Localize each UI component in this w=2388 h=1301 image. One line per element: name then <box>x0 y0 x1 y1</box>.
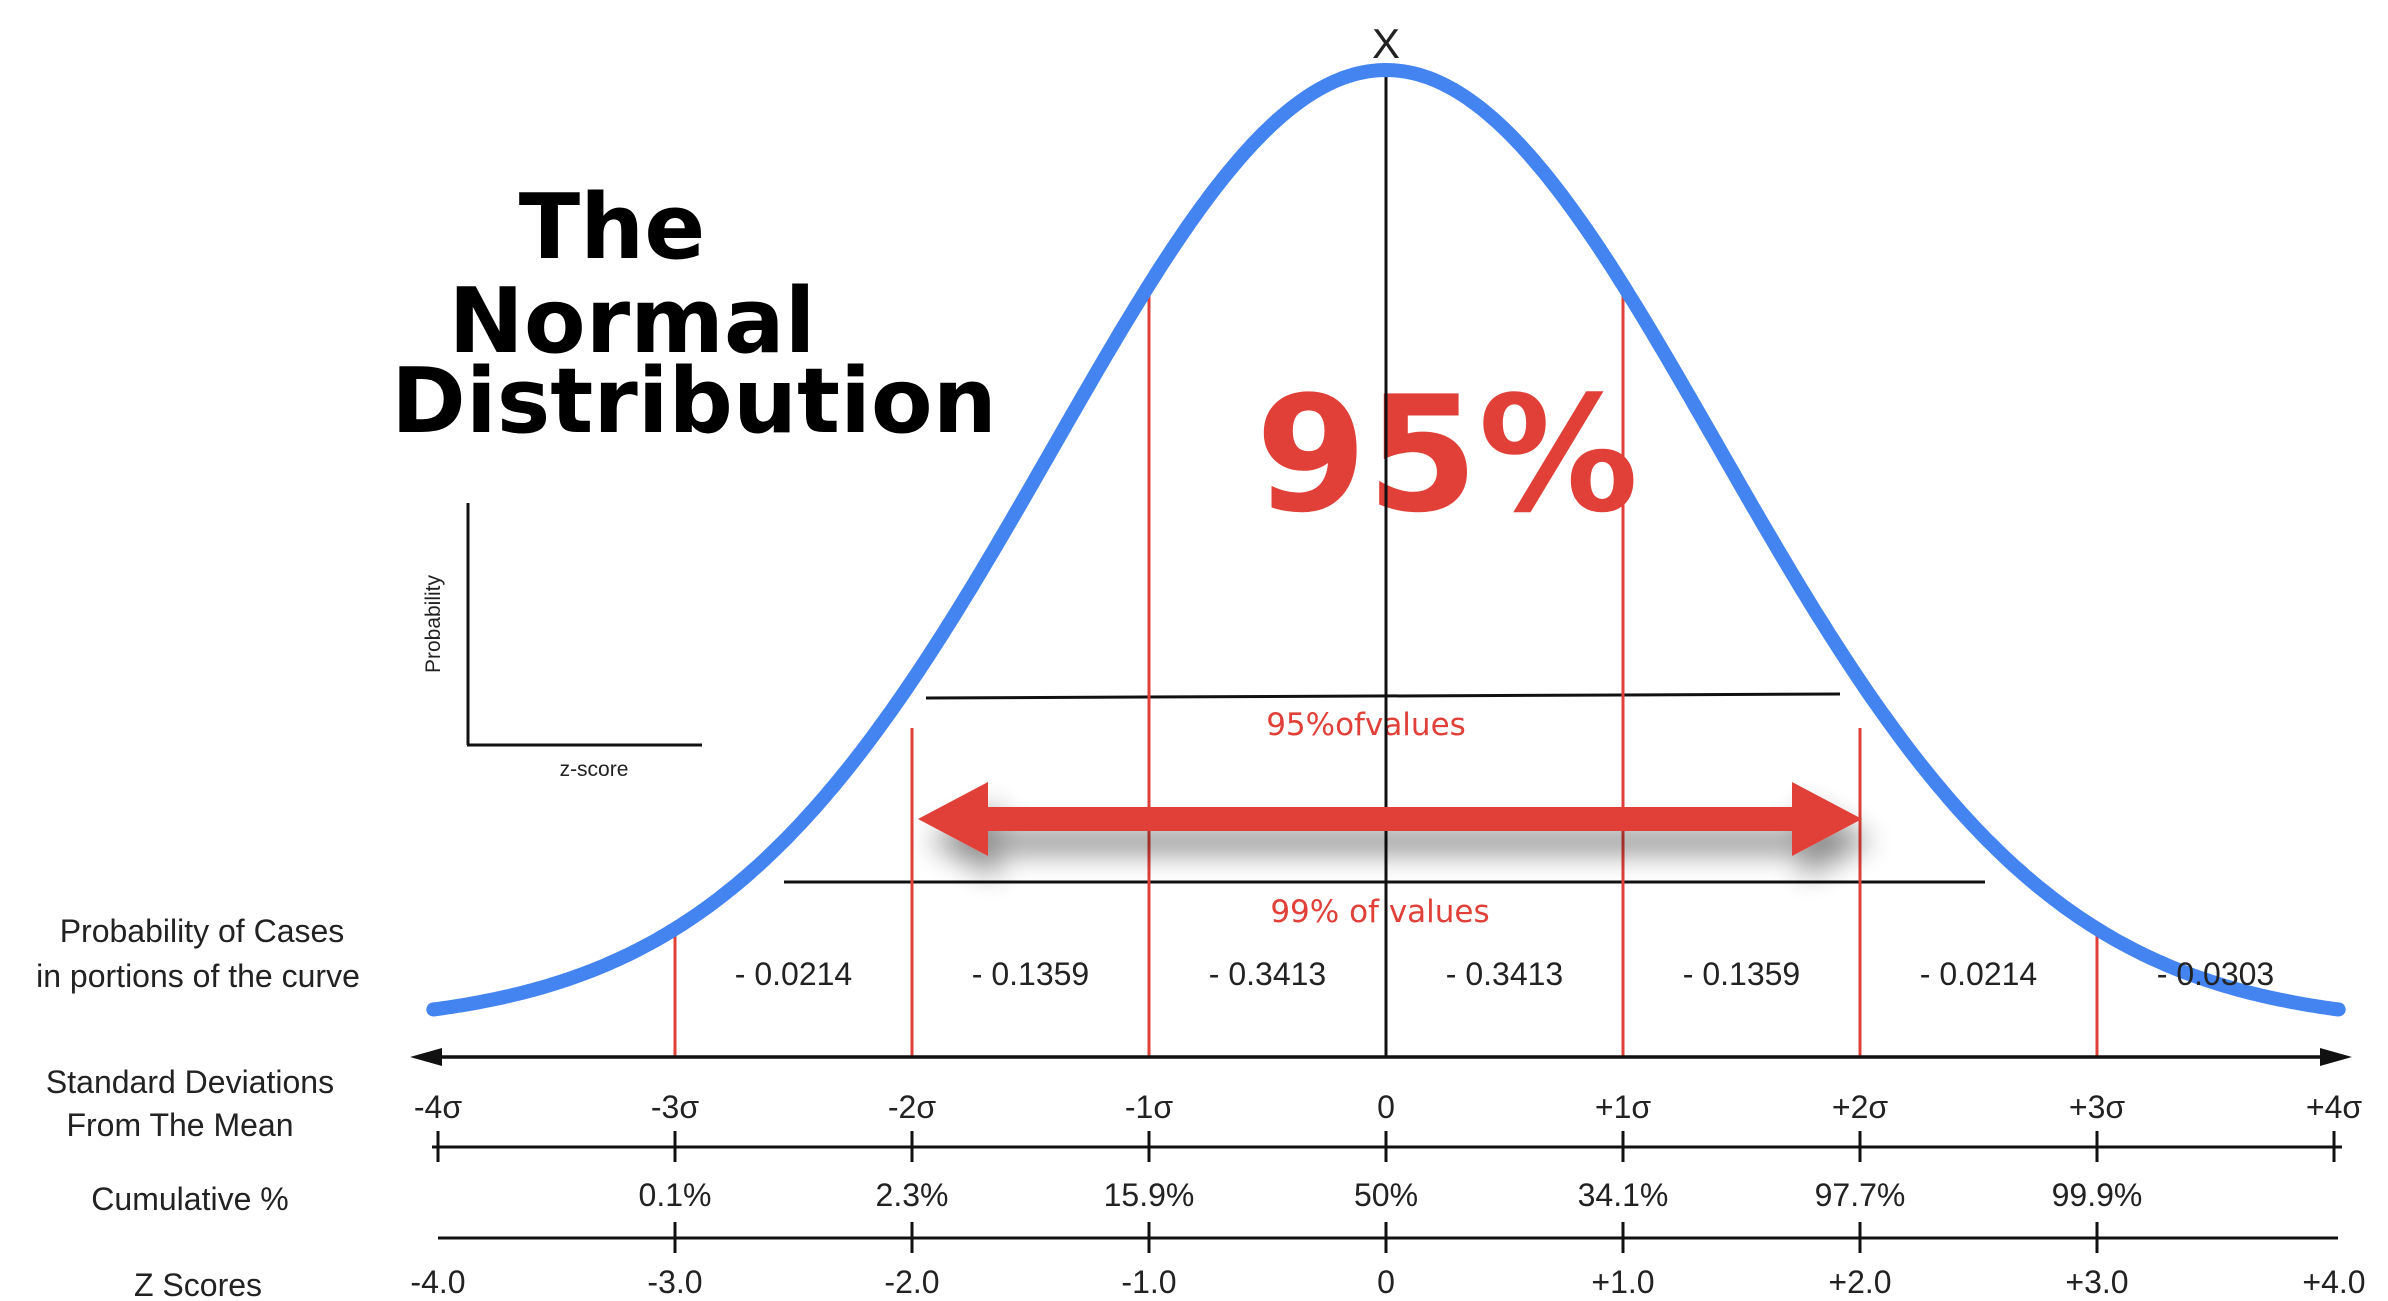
z-score-label: -4.0 <box>410 1264 465 1300</box>
portion-label: - 0.0214 <box>735 956 852 992</box>
z-score-label: +3.0 <box>2065 1264 2128 1300</box>
double-arrow-95 <box>918 782 1862 856</box>
z-score-label: -1.0 <box>1121 1264 1176 1300</box>
sigma-label: -3σ <box>651 1089 699 1125</box>
row-label-sd-2: From The Mean <box>66 1107 293 1143</box>
arrow-head-right <box>1792 782 1862 856</box>
main-axis <box>410 1048 2352 1066</box>
cumulative-label: 97.7% <box>1815 1177 1906 1213</box>
portion-label: - 0.1359 <box>972 956 1089 992</box>
sigma-label: -4σ <box>414 1089 462 1125</box>
title-line-2: Normal <box>449 269 816 374</box>
z-score-label: +2.0 <box>1828 1264 1891 1300</box>
title-line-1: The <box>519 175 706 280</box>
row-label-sd-1: Standard Deviations <box>46 1064 334 1100</box>
row-label-probability-1: Probability of Cases <box>60 913 345 949</box>
axis-arrow-right <box>2320 1048 2352 1066</box>
row-label-probability-2: in portions of the curve <box>36 958 360 994</box>
title-line-3: Distribution <box>391 349 997 454</box>
cumulative-label: 15.9% <box>1104 1177 1195 1213</box>
mean-label: X <box>1372 20 1400 67</box>
z-score-label: +1.0 <box>1591 1264 1654 1300</box>
cumulative-label: 0.1% <box>639 1177 712 1213</box>
inset-xlabel: z-score <box>560 758 629 781</box>
cumulative-label: 2.3% <box>876 1177 949 1213</box>
z-score-label: -3.0 <box>647 1264 702 1300</box>
sigma-label: +1σ <box>1595 1089 1651 1125</box>
inset-ylabel: Probability <box>422 574 445 673</box>
z-score-label: +4.0 <box>2302 1264 2365 1300</box>
big-percent: 95% <box>1256 361 1639 548</box>
cumulative-label: 50% <box>1354 1177 1418 1213</box>
axis-arrow-left <box>410 1048 442 1066</box>
portion-label: - 0.3413 <box>1209 956 1326 992</box>
portion-label: - 0.1359 <box>1683 956 1800 992</box>
band-label-95: 95%ofvalues <box>1266 707 1466 743</box>
sigma-label: -1σ <box>1125 1089 1173 1125</box>
row-ticks <box>436 1131 2336 1253</box>
row-label-cumulative: Cumulative % <box>91 1181 288 1217</box>
z-score-label: -2.0 <box>884 1264 939 1300</box>
arrow-head-left <box>918 782 988 856</box>
chart-text-labels: -4σ -3σ -2σ -1σ 0 +1σ +2σ +3σ +4σ - 0.0214 - 0.135… <box>410 956 2365 1300</box>
normal-curve <box>426 63 2346 1017</box>
portion-label: - 0.0303 <box>2157 956 2274 992</box>
cumulative-label: 99.9% <box>2052 1177 2143 1213</box>
row-label-zscores: Z Scores <box>134 1267 262 1301</box>
sigma-label: +2σ <box>1832 1089 1888 1125</box>
cumulative-label: 34.1% <box>1578 1177 1669 1213</box>
sigma-label: 0 <box>1377 1089 1395 1125</box>
sigma-label: +4σ <box>2306 1089 2362 1125</box>
sigma-label: +3σ <box>2069 1089 2125 1125</box>
band-line-95 <box>925 692 1841 700</box>
sigma-lines <box>673 285 2099 1057</box>
sigma-label: -2σ <box>888 1089 936 1125</box>
portion-label: - 0.3413 <box>1446 956 1563 992</box>
inset-axes: Probability z-score <box>422 503 702 781</box>
band-label-99: 99% of values <box>1270 894 1489 930</box>
portion-label: - 0.0214 <box>1920 956 2037 992</box>
z-score-label: 0 <box>1377 1264 1395 1300</box>
